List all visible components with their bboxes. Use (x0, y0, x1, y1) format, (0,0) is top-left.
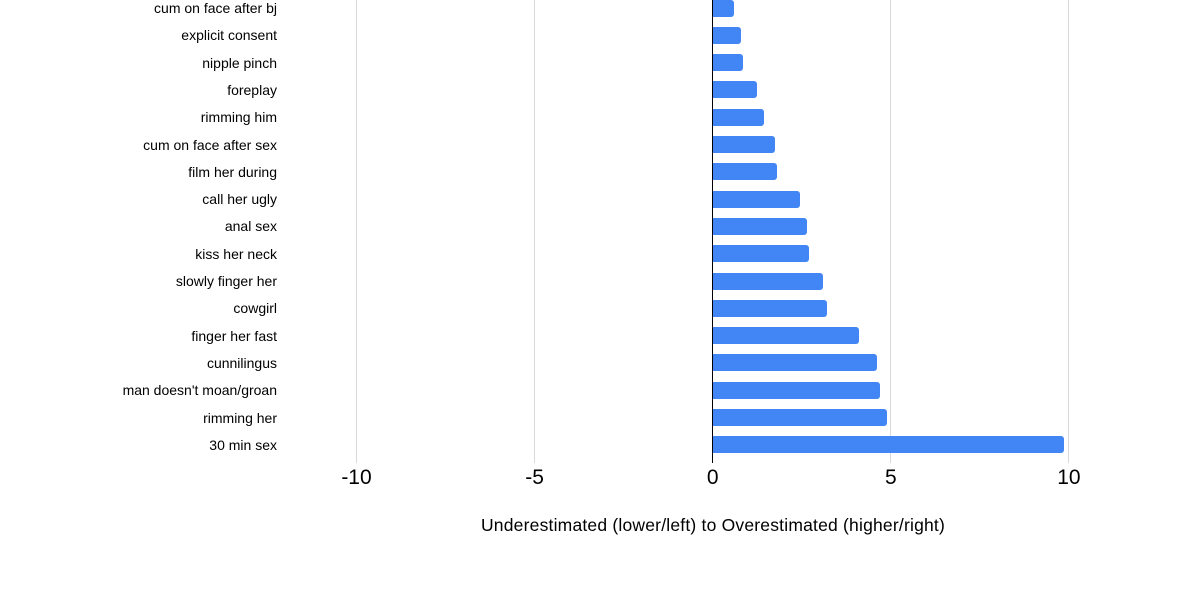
bar (712, 54, 743, 72)
x-tick-label: -10 (341, 466, 372, 489)
category-label: rimming him (200, 109, 277, 126)
bar (712, 81, 758, 99)
category-label: man doesn't moan/groan (122, 382, 277, 399)
category-label: slowly finger her (175, 273, 277, 289)
bar (712, 299, 827, 317)
category-label: finger her fast (191, 327, 277, 344)
bar (712, 190, 800, 208)
bar (712, 409, 888, 426)
category-label: 30 min sex (209, 436, 277, 453)
bar (712, 436, 1064, 454)
zero-axis-line (711, 0, 714, 463)
bar (712, 26, 742, 44)
x-tick-label: -5 (525, 466, 544, 489)
category-label: film her during (188, 163, 277, 180)
bar (712, 272, 824, 290)
category-label: cum on face after bj (154, 0, 277, 16)
bar (712, 381, 881, 399)
category-label: call her ugly (202, 191, 277, 208)
bar (712, 217, 808, 235)
bar (712, 327, 859, 345)
gridline (890, 0, 892, 463)
category-label: cowgirl (233, 300, 277, 317)
x-tick-label: 5 (884, 466, 897, 489)
bar (712, 0, 735, 17)
category-label: rimming her (203, 409, 277, 426)
bar (712, 108, 765, 126)
gridline (534, 0, 536, 463)
x-axis-title: Underestimated (lower/left) to Overestim… (480, 515, 946, 535)
bar (712, 245, 809, 263)
gridline (1068, 0, 1070, 463)
bar (712, 163, 777, 181)
category-label: cum on face after sex (143, 136, 277, 153)
gridline (356, 0, 357, 463)
bar (712, 136, 776, 153)
category-label: anal sex (224, 218, 277, 235)
x-tick-label: 10 (1057, 466, 1081, 489)
category-label: kiss her neck (195, 245, 277, 262)
bar (712, 354, 877, 372)
category-label: nipple pinch (202, 54, 277, 71)
category-label: cunnilingus (206, 354, 277, 371)
category-label: foreplay (227, 81, 277, 98)
category-label: explicit consent (181, 27, 277, 44)
x-tick-label: 0 (706, 466, 719, 489)
